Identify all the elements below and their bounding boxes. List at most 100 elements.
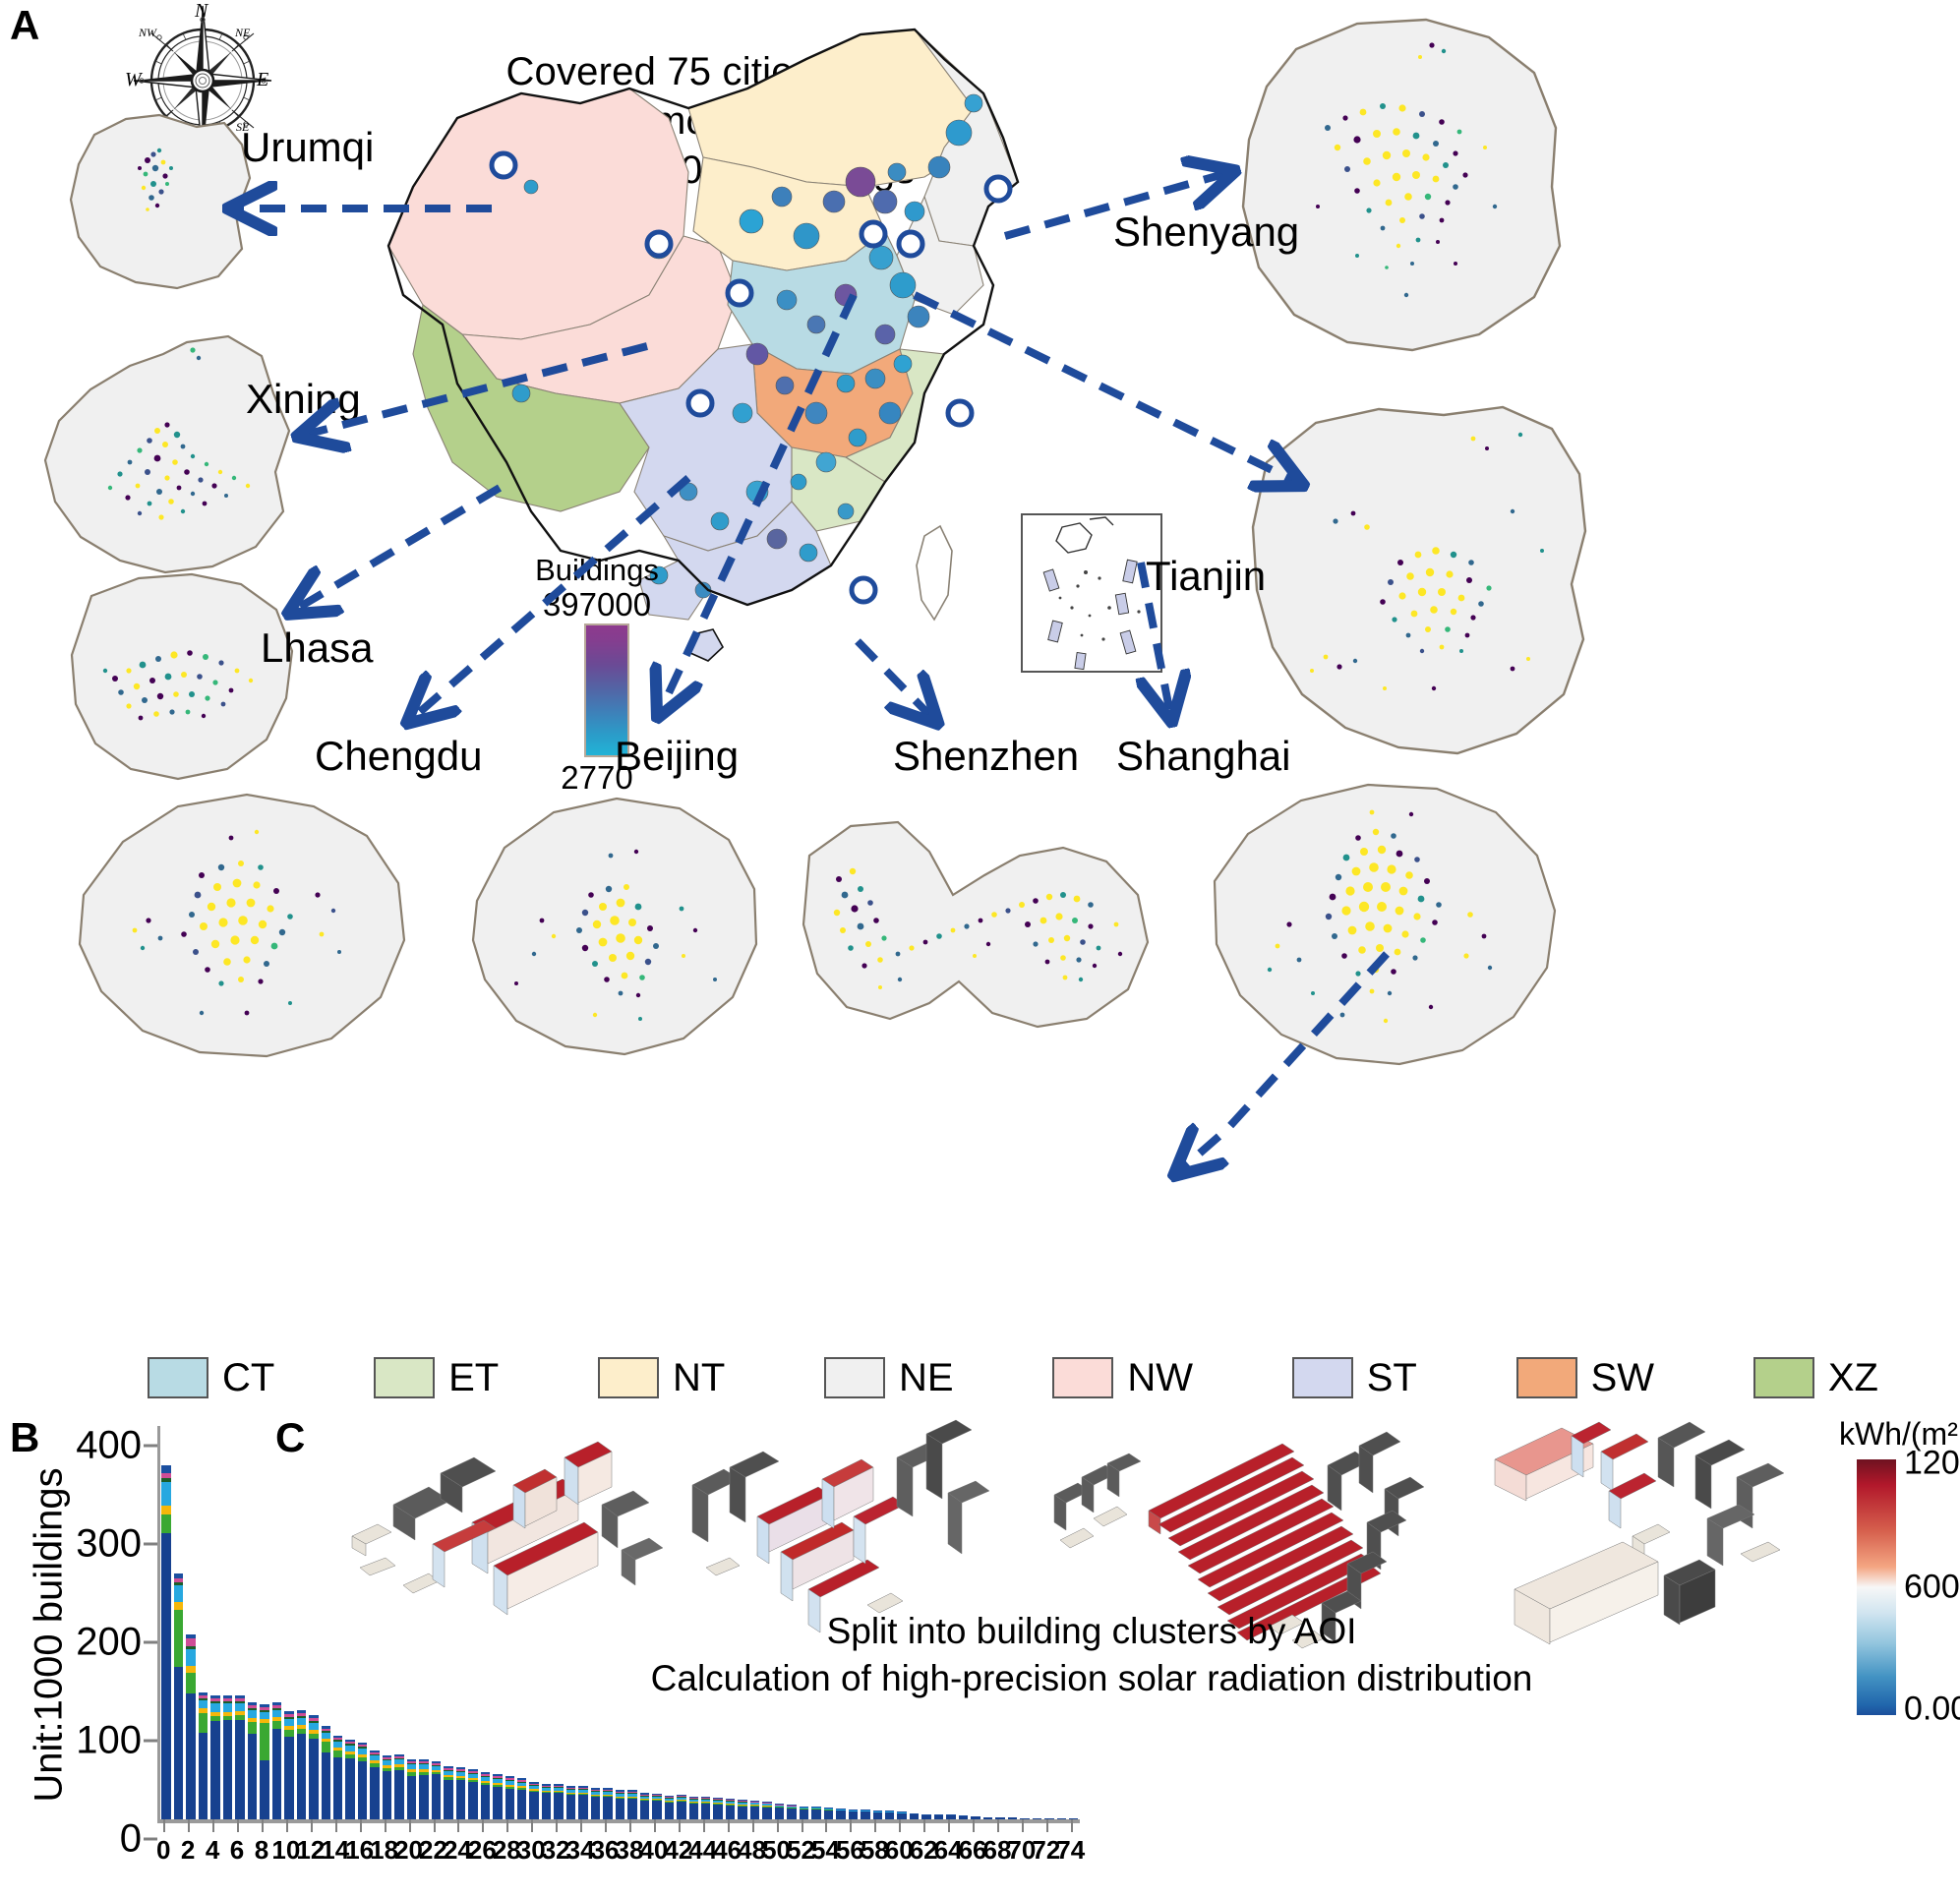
legend-item-et: ET [374, 1356, 499, 1400]
bar-segment [173, 1667, 184, 1819]
panel-b-x-tick-mark [506, 1819, 509, 1832]
bar-segment [480, 1783, 491, 1785]
bar-segment [958, 1816, 969, 1819]
panel-b-x-tick-label: 6 [229, 1835, 245, 1865]
bar-segment [517, 1780, 527, 1782]
compass-label-nw: NW [139, 26, 156, 39]
bar-segment [554, 1786, 564, 1787]
panel-b-y-tick-label: 400 [76, 1423, 142, 1467]
bar-segment [688, 1802, 699, 1803]
bar-segment [762, 1802, 772, 1803]
bar-segment [565, 1793, 576, 1794]
bar-segment [872, 1811, 883, 1812]
city-label-shenyang: Shenyang [1113, 208, 1300, 255]
panel-b-x-tick-mark [678, 1819, 681, 1832]
bar-segment [541, 1787, 552, 1788]
bar-segment [455, 1778, 466, 1780]
bar-column [811, 1807, 821, 1819]
bar-segment [505, 1780, 515, 1781]
compass-label-se: SE [236, 120, 250, 134]
panel-b-x-tick-mark [751, 1819, 754, 1832]
bar-column [738, 1800, 747, 1819]
bar-column [688, 1797, 699, 1819]
bar-segment [787, 1807, 797, 1808]
bar-segment [210, 1721, 220, 1819]
panel-b-x-tick-mark [556, 1819, 559, 1832]
bar-column [762, 1802, 772, 1819]
panel-b-x-tick-mark [261, 1819, 264, 1832]
bar-segment [615, 1794, 625, 1797]
bar-segment [517, 1783, 527, 1786]
panel-b-x-tick-mark [996, 1819, 999, 1832]
bar-segment [652, 1800, 662, 1801]
bar-column [235, 1695, 245, 1819]
bar-segment [627, 1799, 637, 1819]
bar-segment [431, 1770, 442, 1772]
bar-segment [578, 1790, 588, 1793]
panel-b-letter: B [10, 1414, 40, 1460]
bar-segment [186, 1646, 196, 1649]
bar-segment [701, 1799, 711, 1800]
panel-b-x-axis-line [157, 1819, 1080, 1823]
bar-segment [296, 1734, 307, 1819]
bar-segment [247, 1722, 258, 1734]
bar-segment [701, 1804, 711, 1819]
panel-b-x-tick-mark [973, 1819, 976, 1832]
panel-b-x-tick-label: 58 [860, 1835, 889, 1865]
bar-segment [296, 1713, 307, 1716]
bar-segment [762, 1806, 772, 1807]
bar-segment [701, 1802, 711, 1803]
city-label-xining: Xining [246, 376, 361, 422]
bar-segment [738, 1803, 747, 1805]
bar-segment [284, 1726, 294, 1730]
solar-colorbar-tick-0: 0.00 [1904, 1690, 1960, 1728]
bar-column [848, 1810, 859, 1819]
bar-segment [541, 1793, 552, 1819]
bar-segment [333, 1736, 343, 1738]
panel-b-x-tick-label: 32 [541, 1835, 570, 1865]
bar-segment [321, 1742, 331, 1752]
panel-b-x-tick-mark [580, 1819, 583, 1832]
bar-segment [260, 1723, 269, 1760]
compass-label-n: N [195, 0, 208, 22]
bar-column [774, 1804, 785, 1819]
city-label-shenzhen: Shenzhen [893, 733, 1080, 779]
bar-column [260, 1704, 269, 1819]
bar-segment [431, 1766, 442, 1770]
bar-segment [186, 1693, 196, 1819]
compass-label-e: E [257, 69, 269, 90]
panel-b-y-tick-label: 200 [76, 1620, 142, 1664]
bar-segment [897, 1812, 907, 1813]
city-label-chengdu: Chengdu [315, 733, 483, 779]
bar-segment [186, 1666, 196, 1673]
bar-segment [664, 1802, 675, 1803]
panel-b-x-tick-label: 2 [180, 1835, 196, 1865]
bar-segment [235, 1720, 245, 1819]
bar-segment [529, 1792, 539, 1819]
legend-item-ne: NE [824, 1356, 954, 1400]
panel-b-x-tick-label: 68 [982, 1835, 1012, 1865]
bar-segment [529, 1784, 539, 1785]
bar-column [971, 1816, 980, 1819]
panel-b-x-tick-mark [850, 1819, 853, 1832]
bar-segment [309, 1723, 319, 1730]
bar-segment [811, 1810, 821, 1819]
bar-segment [529, 1791, 539, 1792]
bar-column [247, 1702, 258, 1819]
bar-segment [419, 1759, 429, 1761]
bar-segment [394, 1770, 404, 1819]
bar-segment [688, 1803, 699, 1804]
bar-column [713, 1798, 723, 1819]
bar-segment [333, 1738, 343, 1740]
bar-segment [652, 1794, 662, 1795]
bar-segment [713, 1798, 723, 1799]
panel-b-x-tick-mark [1070, 1819, 1073, 1832]
bar-segment [321, 1739, 331, 1742]
bar-segment [774, 1807, 785, 1808]
bar-segment [578, 1794, 588, 1795]
bar-segment [173, 1602, 184, 1610]
panel-b-x-tick-mark [628, 1819, 631, 1832]
panel-a: A Covered 75 cities and more than 4,000,… [10, 0, 1878, 1399]
bar-segment [787, 1808, 797, 1809]
panel-b-x-tick-label: 46 [713, 1835, 742, 1865]
